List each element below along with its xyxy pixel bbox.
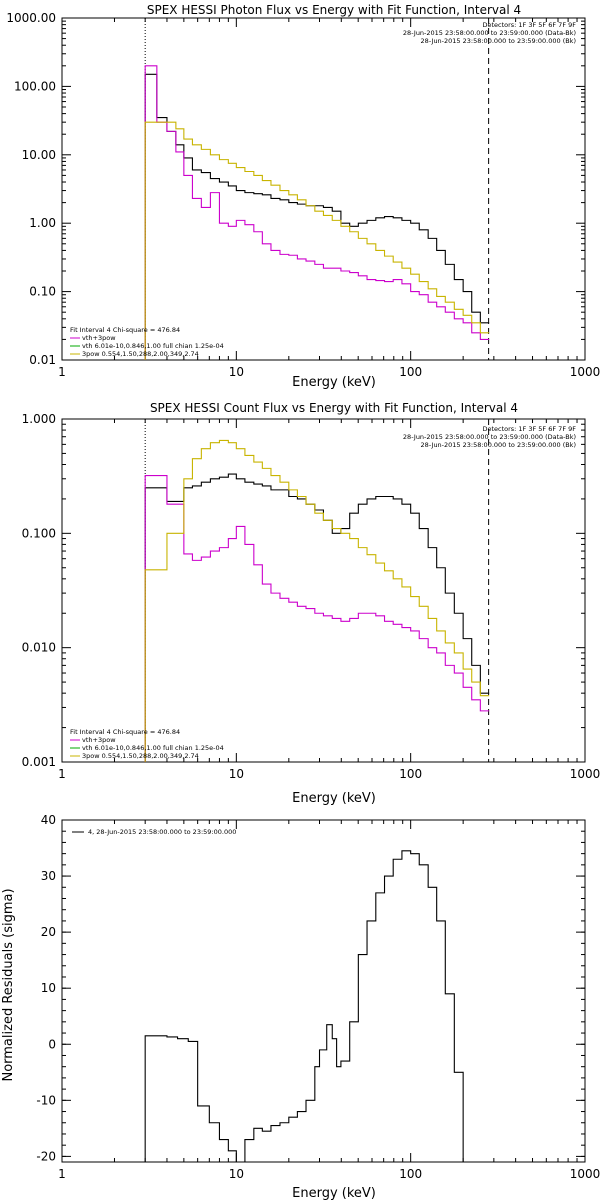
x-tick-label: 1000 xyxy=(570,365,600,379)
fit-interval-label: Fit Interval 4 Chi-square = 476.84 xyxy=(70,326,180,334)
detectors-label: Detectors: 1F 3F 5F 6F 7F 9F xyxy=(482,21,576,29)
series-0-histogram xyxy=(144,850,490,1163)
y-tick-label: -20 xyxy=(36,1149,56,1163)
residuals-legend: 4, 28-Jun-2015 23:58:00.000 to 23:59:00.… xyxy=(72,828,236,836)
photon-flux-legend: Fit Interval 4 Chi-square = 476.84 vth+3… xyxy=(70,326,224,358)
y-tick-label: 0.01 xyxy=(29,353,56,367)
legend-entry-total: vth+3pow xyxy=(82,334,116,342)
y-tick-label: 0.001 xyxy=(22,755,56,769)
fit-interval-label: Fit Interval 4 Chi-square = 476.84 xyxy=(70,728,180,736)
series-2-histogram xyxy=(144,439,490,762)
x-tick-label: 10 xyxy=(229,365,244,379)
residuals-ylabel: Normalized Residuals (sigma) xyxy=(1,888,16,1081)
y-tick-label: 0.100 xyxy=(22,526,56,540)
residuals-xlabel: Energy (keV) xyxy=(292,1186,376,1200)
legend-entry-vth: vth 6.01e-10,0.846,1.00 full chian 1.25e… xyxy=(82,744,224,752)
y-tick-label: 0.010 xyxy=(22,641,56,655)
series-0-histogram xyxy=(144,73,490,360)
y-tick-label: 1000.00 xyxy=(6,11,56,25)
plot-frame xyxy=(61,17,586,361)
legend-entry-3pow: 3pow 0.554,1.50,288,2.00,349,2.74 xyxy=(82,752,199,760)
series-1-histogram xyxy=(144,65,490,360)
count-flux-xlabel: Energy (keV) xyxy=(292,791,376,806)
bk-interval-label: 28-Jun-2015 23:58:00.000 to 23:59:00.000… xyxy=(421,37,576,45)
photon-flux-panel: SPEX HESSI Photon Flux vs Energy with Fi… xyxy=(6,3,600,390)
detectors-label: Detectors: 1F 3F 5F 6F 7F 9F xyxy=(482,425,576,433)
y-tick-label: -10 xyxy=(36,1093,56,1107)
x-tick-label: 1 xyxy=(58,365,66,379)
y-tick-label: 20 xyxy=(41,925,56,939)
photon-flux-title: SPEX HESSI Photon Flux vs Energy with Fi… xyxy=(147,3,521,17)
x-tick-label: 1000 xyxy=(570,767,600,781)
x-tick-label: 10 xyxy=(229,767,244,781)
count-flux-legend: Fit Interval 4 Chi-square = 476.84 vth+3… xyxy=(70,728,224,760)
legend-entry-vth: vth 6.01e-10,0.846,1.00 full chian 1.25e… xyxy=(82,342,224,350)
photon-flux-header: Detectors: 1F 3F 5F 6F 7F 9F 28-Jun-2015… xyxy=(403,21,576,45)
y-tick-label: 30 xyxy=(41,869,56,883)
x-tick-label: 1000 xyxy=(570,1167,600,1181)
legend-entry-total: vth+3pow xyxy=(82,736,116,744)
y-tick-label: 1.000 xyxy=(22,412,56,426)
residuals-legend-entry: 4, 28-Jun-2015 23:58:00.000 to 23:59:00.… xyxy=(88,828,236,836)
data-interval-label: 28-Jun-2015 23:58:00.000 to 23:59:00.000… xyxy=(403,433,576,441)
photon-flux-xlabel: Energy (keV) xyxy=(292,375,376,390)
series-1-histogram xyxy=(144,475,490,762)
y-tick-label: 0 xyxy=(48,1037,56,1051)
residuals-axes: 1 10 100 1000 -20 -10 0 10 20 30 40 xyxy=(36,813,600,1181)
y-tick-label: 10.00 xyxy=(22,148,56,162)
y-tick-label: 100.00 xyxy=(14,79,56,93)
y-tick-label: 1.00 xyxy=(29,216,56,230)
data-interval-label: 28-Jun-2015 23:58:00.000 to 23:59:00.000… xyxy=(403,29,576,37)
x-tick-label: 1 xyxy=(58,1167,66,1181)
y-tick-label: 40 xyxy=(41,813,56,827)
y-tick-label: 0.10 xyxy=(29,285,56,299)
x-tick-label: 100 xyxy=(399,1167,422,1181)
count-flux-title: SPEX HESSI Count Flux vs Energy with Fit… xyxy=(150,401,518,415)
legend-entry-3pow: 3pow 0.554,1.50,288,2.00,349,2.74 xyxy=(82,350,199,358)
y-tick-label: 10 xyxy=(41,981,56,995)
x-tick-label: 100 xyxy=(399,767,422,781)
plot-frame xyxy=(61,819,586,1163)
count-flux-axes: 1 10 100 1000 0.001 0.010 0.100 1.000 xyxy=(22,412,600,781)
plot-frame xyxy=(61,418,586,763)
residuals-panel: 1 10 100 1000 -20 -10 0 10 20 30 40 4, 28-Jun-2015… xyxy=(1,813,600,1200)
photon-flux-axes: 1 10 100 1000 0.01 0.10 1.00 10.00 100.00 1000.00 xyxy=(6,11,600,379)
x-tick-label: 10 xyxy=(229,1167,244,1181)
x-tick-label: 1 xyxy=(58,767,66,781)
series-0-histogram xyxy=(144,473,490,762)
x-tick-label: 100 xyxy=(399,365,422,379)
count-flux-header: Detectors: 1F 3F 5F 6F 7F 9F 28-Jun-2015… xyxy=(403,425,576,449)
series-2-histogram xyxy=(144,121,490,360)
bk-interval-label: 28-Jun-2015 23:58:00.000 to 23:59:00.000… xyxy=(421,441,576,449)
count-flux-panel: SPEX HESSI Count Flux vs Energy with Fit… xyxy=(22,401,600,806)
